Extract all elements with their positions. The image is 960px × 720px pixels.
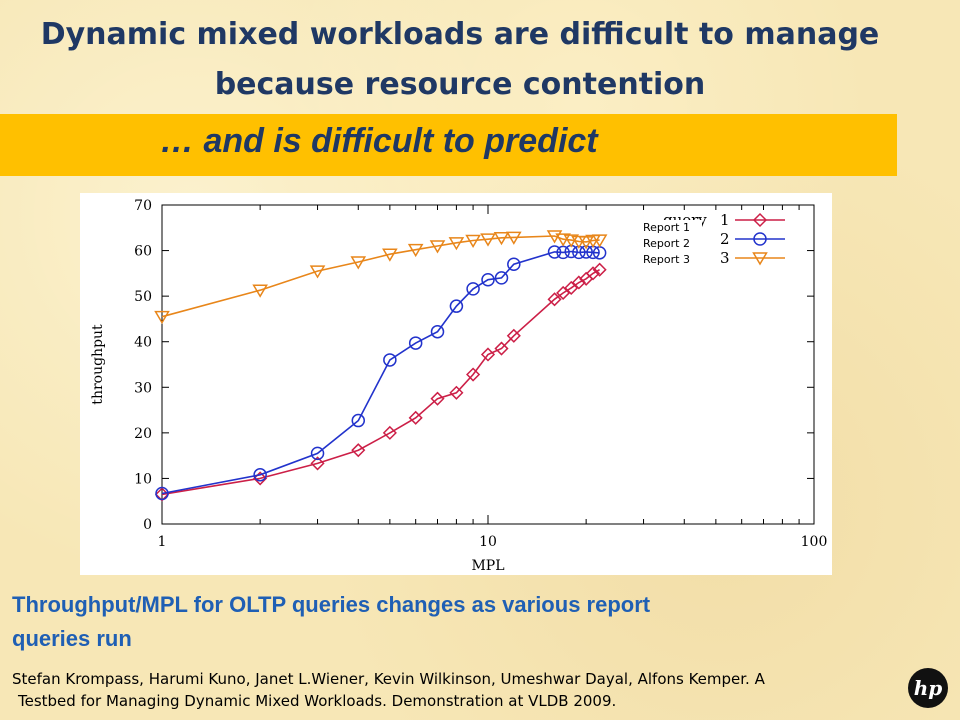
series-3-point bbox=[407, 243, 424, 258]
y-tick-label: 70 bbox=[134, 198, 152, 214]
series-1-point bbox=[449, 385, 464, 400]
series-2-point bbox=[383, 353, 397, 367]
series-1-point bbox=[506, 328, 521, 343]
y-tick-label: 10 bbox=[134, 471, 152, 487]
series-line-1 bbox=[161, 269, 600, 496]
banner-text: … and is difficult to predict bbox=[160, 122, 598, 160]
legend-label-2: 2 bbox=[720, 230, 730, 248]
hp-logo-circle bbox=[908, 668, 948, 708]
legend-label-3: 3 bbox=[720, 249, 730, 267]
subtitle-banner: … and is difficult to predict bbox=[0, 114, 897, 176]
y-tick-label: 20 bbox=[134, 426, 152, 442]
series-3-point bbox=[350, 256, 367, 270]
caption-line-2: queries run bbox=[12, 626, 132, 651]
throughput-chart: 010203040506070110100MPLthroughputquery1… bbox=[80, 193, 832, 575]
title-line-2: because resource contention bbox=[214, 67, 706, 102]
series-1-point bbox=[592, 262, 607, 277]
legend-marker-2 bbox=[753, 232, 767, 246]
y-tick-label: 40 bbox=[134, 335, 152, 351]
legend-marker-1 bbox=[752, 212, 768, 228]
series-3-point bbox=[578, 236, 594, 250]
x-tick-label: 100 bbox=[801, 534, 828, 550]
series-1-point bbox=[408, 410, 423, 425]
series-1-point bbox=[571, 275, 586, 290]
series-1-point bbox=[480, 347, 496, 362]
y-tick-label: 30 bbox=[134, 380, 152, 396]
series-2-point bbox=[253, 468, 267, 482]
x-tick-label: 10 bbox=[479, 534, 497, 550]
series-1-point bbox=[253, 471, 268, 486]
hp-logo: hp bbox=[908, 668, 948, 708]
series-1-point bbox=[585, 266, 601, 281]
chart-svg: 010203040506070110100MPLthroughputquery1… bbox=[90, 198, 828, 574]
series-2-point bbox=[579, 245, 593, 259]
y-tick-label: 50 bbox=[134, 289, 152, 305]
series-line-2 bbox=[161, 250, 600, 495]
series-3-point bbox=[382, 248, 398, 262]
chart-caption: Throughput/MPL for OLTP queries changes … bbox=[12, 588, 947, 656]
series-3-point bbox=[465, 234, 481, 249]
series-2-point bbox=[481, 272, 495, 287]
series-3-point bbox=[591, 234, 608, 248]
legend-overlay-label: Report 3 bbox=[643, 253, 690, 266]
series-1-point bbox=[494, 341, 509, 356]
title-line-1: Dynamic mixed workloads are difficult to… bbox=[40, 17, 880, 52]
series-1-point bbox=[564, 280, 579, 296]
series-2-point bbox=[155, 486, 169, 501]
series-3-point bbox=[493, 232, 510, 246]
reference-line-2: Testbed for Managing Dynamic Mixed Workl… bbox=[18, 692, 617, 710]
series-2-point bbox=[310, 446, 325, 461]
legend-label-1: 1 bbox=[720, 211, 730, 229]
slide-title: Dynamic mixed workloads are difficult to… bbox=[0, 10, 920, 110]
series-3-point bbox=[429, 240, 446, 254]
series-2-point bbox=[449, 299, 464, 313]
series-1-point bbox=[430, 391, 445, 406]
series-3-point bbox=[555, 233, 571, 247]
series-2-point bbox=[494, 271, 509, 285]
series-1-point bbox=[547, 292, 562, 307]
series-2-point bbox=[547, 245, 562, 259]
series-1-point bbox=[466, 367, 481, 382]
legend-marker-3 bbox=[752, 252, 768, 266]
x-axis-label: MPL bbox=[471, 558, 504, 574]
reference-line-1: Stefan Krompass, Harumi Kuno, Janet L.Wi… bbox=[12, 670, 765, 688]
series-1-point bbox=[556, 285, 571, 301]
legend-overlay-label: Report 2 bbox=[643, 237, 690, 250]
series-3-point bbox=[448, 237, 465, 251]
series-1-point bbox=[351, 443, 366, 458]
y-axis-label: throughput bbox=[90, 324, 106, 405]
series-2-point bbox=[408, 336, 423, 350]
series-3-point bbox=[505, 231, 522, 245]
y-tick-label: 0 bbox=[143, 517, 152, 533]
series-3-point bbox=[252, 284, 268, 298]
series-1-point bbox=[310, 456, 325, 471]
legend-overlay-bg bbox=[640, 220, 702, 234]
series-2-point bbox=[351, 413, 366, 428]
y-tick-label: 60 bbox=[134, 244, 152, 260]
series-3-point bbox=[309, 265, 326, 279]
series-2-point bbox=[430, 324, 445, 339]
series-3-point bbox=[154, 310, 170, 325]
legend-overlay-bg bbox=[640, 252, 702, 266]
x-tick-label: 1 bbox=[158, 534, 167, 550]
series-1-point bbox=[382, 425, 397, 440]
legend-overlay-bg bbox=[640, 236, 702, 250]
series-2-point bbox=[507, 257, 521, 271]
series-2-point bbox=[466, 282, 480, 296]
legend-overlay-label: Report 1 bbox=[643, 221, 690, 234]
series-line-3 bbox=[161, 235, 600, 318]
caption-line-1: Throughput/MPL for OLTP queries changes … bbox=[12, 592, 651, 617]
hp-logo-text: hp bbox=[914, 676, 943, 700]
reference-citation: Stefan Krompass, Harumi Kuno, Janet L.Wi… bbox=[12, 668, 912, 712]
plot-frame bbox=[161, 204, 815, 525]
series-3-point bbox=[480, 233, 496, 247]
